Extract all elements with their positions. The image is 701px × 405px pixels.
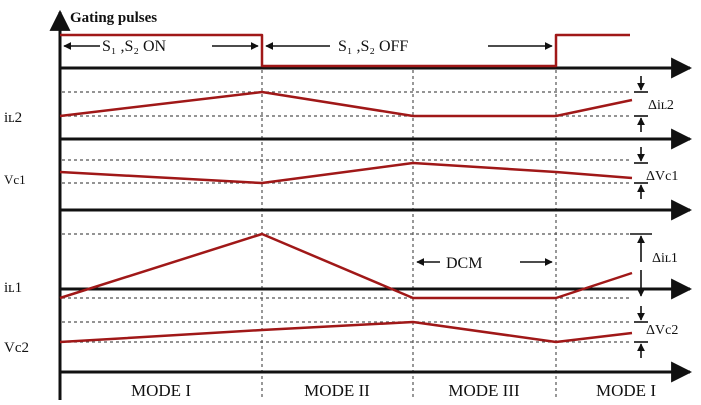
horizontal-axes	[60, 57, 693, 383]
il2-waveform	[59, 90, 633, 118]
mode-label-2: MODE II	[304, 381, 370, 400]
dcm-label: DCM	[446, 255, 482, 272]
vc1-waveform	[59, 161, 633, 185]
mode-label-3: MODE III	[448, 381, 520, 400]
delta-vc1-annotation: ΔVc1	[634, 147, 678, 199]
delta-vc2-label: ΔVc2	[646, 323, 678, 338]
dcm-annotation: DCM	[416, 255, 553, 272]
delta-il1-label: Δiʟ1	[652, 251, 678, 266]
il1-label: iʟ1	[4, 280, 22, 296]
delta-vc1-label: ΔVc1	[646, 169, 678, 184]
vc2-label: Vc2	[4, 340, 29, 356]
gating-pulse-waveform	[60, 33, 630, 68]
off-interval-annotation: S₁ ,S₂ OFF	[265, 38, 553, 55]
delta-vc2-annotation: ΔVc2	[634, 306, 678, 358]
mode-label-4: MODE I	[596, 381, 656, 400]
mode-label-1: MODE I	[131, 381, 191, 400]
on-interval-label: S₁ ,S₂ ON	[102, 38, 167, 55]
delta-il2-annotation: Δiʟ2	[634, 76, 674, 132]
delta-il2-label: Δiʟ2	[648, 98, 674, 113]
vc2-waveform	[59, 320, 633, 344]
delta-il1-annotation: Δiʟ1	[630, 233, 678, 297]
reference-lines	[62, 91, 630, 343]
mode-labels: MODE I MODE II MODE III MODE I	[131, 381, 656, 400]
on-interval-annotation: S₁ ,S₂ ON	[63, 38, 259, 55]
il1-waveform	[59, 232, 633, 300]
vc1-label: Vc1	[4, 172, 26, 187]
gating-pulses-label: Gating pulses	[70, 10, 157, 26]
off-interval-label: S₁ ,S₂ OFF	[338, 38, 408, 55]
il2-label: iʟ2	[4, 110, 22, 126]
mode-boundaries	[59, 70, 557, 400]
